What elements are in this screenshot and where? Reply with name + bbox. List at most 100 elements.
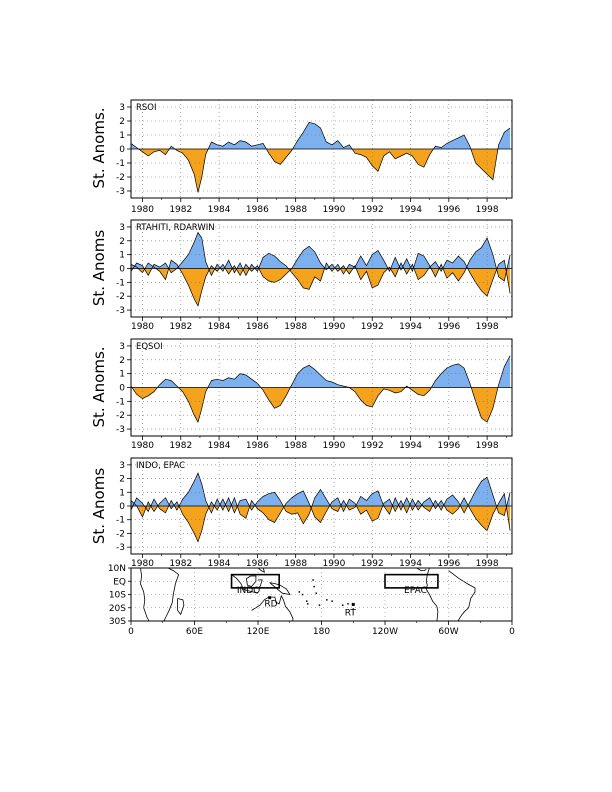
island bbox=[341, 604, 344, 606]
x-tick-label: 1986 bbox=[246, 205, 269, 215]
panel-title: INDO, EPAC bbox=[136, 461, 185, 471]
x-tick-label: 1988 bbox=[284, 441, 307, 451]
y-tick-label: -3 bbox=[116, 306, 125, 316]
y-tick-label: -1 bbox=[116, 397, 125, 407]
coastline bbox=[140, 568, 150, 621]
x-tick-label: 1990 bbox=[322, 441, 345, 451]
x-tick-label: 1996 bbox=[437, 205, 460, 215]
x-tick-label: 1980 bbox=[131, 322, 154, 332]
map-x-tick-label: 60W bbox=[438, 627, 458, 637]
island bbox=[313, 585, 315, 588]
series-line bbox=[131, 490, 511, 543]
coastline bbox=[416, 568, 427, 571]
station-label: RT bbox=[345, 609, 357, 619]
x-tick-label: 1982 bbox=[169, 441, 192, 451]
coastline bbox=[231, 574, 244, 590]
y-tick-label: -2 bbox=[116, 292, 125, 302]
positive-area bbox=[131, 246, 511, 269]
y-tick-label: -2 bbox=[116, 411, 125, 421]
y-tick-label: 2 bbox=[119, 475, 125, 485]
x-tick-label: 1988 bbox=[284, 559, 307, 569]
y-tick-label: 3 bbox=[119, 342, 125, 352]
series-line bbox=[131, 472, 511, 525]
positive-area bbox=[131, 473, 511, 506]
region-label: INDO bbox=[237, 586, 260, 596]
island bbox=[307, 603, 309, 605]
y-tick-label: 0 bbox=[119, 145, 125, 155]
coastline bbox=[177, 598, 185, 616]
y-tick-label: 1 bbox=[119, 370, 125, 380]
x-tick-label: 1992 bbox=[361, 559, 384, 569]
y-tick-label: 1 bbox=[119, 488, 125, 498]
chart-panel-3: -3 -2 -1 0 1 2 3 1980 1982 1984 1986 1988 1990 1992 19… bbox=[90, 338, 513, 451]
x-tick-label: 1982 bbox=[169, 205, 192, 215]
positive-area bbox=[131, 122, 511, 149]
station-marker bbox=[351, 602, 355, 606]
island bbox=[315, 592, 318, 594]
y-tick-label: -1 bbox=[116, 516, 125, 526]
series-line bbox=[131, 355, 511, 424]
y-tick-label: 0 bbox=[119, 265, 125, 275]
map-x-tick-label: 120E bbox=[247, 627, 270, 637]
island bbox=[352, 608, 355, 610]
chart-panel-1: -3 -2 -1 0 1 2 3 1980 1982 1984 1986 1988 1990 1992 19… bbox=[90, 99, 513, 215]
station-label: RD bbox=[264, 599, 277, 609]
x-tick-label: 1994 bbox=[399, 322, 422, 332]
coastline bbox=[243, 588, 259, 594]
series-fill bbox=[131, 473, 511, 542]
series-fill bbox=[131, 122, 511, 193]
y-axis-label: St. Anoms. bbox=[90, 107, 108, 188]
series-line bbox=[131, 231, 511, 290]
chart-panel-4: -3 -2 -1 0 1 2 3 1980 1982 1984 1986 1988 1990 1992 19… bbox=[90, 457, 513, 569]
coastline bbox=[163, 568, 180, 621]
x-tick-label: 1994 bbox=[399, 441, 422, 451]
y-tick-label: -1 bbox=[116, 278, 125, 288]
panel-title: RSOI bbox=[136, 103, 157, 113]
y-tick-label: -2 bbox=[116, 173, 125, 183]
x-tick-label: 1984 bbox=[208, 559, 231, 569]
coastline bbox=[269, 582, 291, 596]
x-tick-label: 1986 bbox=[246, 441, 269, 451]
y-tick-label: -3 bbox=[116, 187, 125, 197]
y-axis-label: St. Anoms bbox=[90, 468, 108, 544]
y-tick-label: 2 bbox=[119, 237, 125, 247]
x-tick-label: 1988 bbox=[284, 322, 307, 332]
negative-area bbox=[131, 268, 511, 290]
y-tick-label: 3 bbox=[119, 461, 125, 471]
map-x-tick-label: 0 bbox=[509, 627, 515, 637]
x-tick-label: 1982 bbox=[169, 322, 192, 332]
x-tick-label: 1980 bbox=[131, 559, 154, 569]
coastline bbox=[425, 568, 439, 621]
y-tick-label: 1 bbox=[119, 251, 125, 261]
x-tick-label: 1990 bbox=[322, 559, 345, 569]
negative-area bbox=[131, 268, 511, 306]
map-y-tick-label: 10N bbox=[108, 564, 126, 574]
series-fill bbox=[131, 232, 511, 306]
x-tick-label: 1990 bbox=[322, 205, 345, 215]
map-y-tick-label: 10S bbox=[109, 591, 126, 601]
y-tick-label: 0 bbox=[119, 384, 125, 394]
x-tick-label: 1992 bbox=[361, 205, 384, 215]
x-tick-label: 1996 bbox=[437, 559, 460, 569]
x-tick-label: 1994 bbox=[399, 205, 422, 215]
station-marker bbox=[268, 596, 272, 600]
x-tick-label: 1992 bbox=[361, 441, 384, 451]
panel-title: RTAHITI, RDARWIN bbox=[136, 223, 215, 233]
x-tick-label: 1980 bbox=[131, 205, 154, 215]
map-frame bbox=[130, 567, 513, 622]
x-tick-label: 1984 bbox=[208, 205, 231, 215]
y-tick-label: 3 bbox=[119, 223, 125, 233]
y-tick-label: 3 bbox=[119, 103, 125, 113]
x-tick-label: 1998 bbox=[476, 322, 499, 332]
island bbox=[305, 600, 308, 602]
y-tick-label: -3 bbox=[116, 543, 125, 553]
x-tick-label: 1996 bbox=[437, 441, 460, 451]
map-x-tick-label: 60E bbox=[186, 627, 203, 637]
map-y-tick-label: 30S bbox=[109, 617, 126, 627]
coastlines bbox=[140, 568, 476, 621]
x-tick-label: 1994 bbox=[399, 559, 422, 569]
x-tick-label: 1984 bbox=[208, 322, 231, 332]
x-tick-label: 1992 bbox=[361, 322, 384, 332]
